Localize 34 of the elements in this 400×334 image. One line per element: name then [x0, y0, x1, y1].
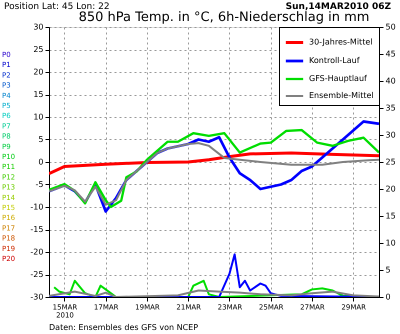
- y2-tick-label: 15: [386, 212, 396, 220]
- chart-title: 850 hPa Temp. in °C, 6h-Niederschlag in mm: [78, 10, 370, 25]
- legend-label: GFS-Hauptlauf: [309, 74, 368, 83]
- text: Daten: Ensembles des GFS von NCEP: [49, 323, 198, 332]
- y2-tick-label: 5: [386, 266, 391, 274]
- y-tick-label: -20: [30, 248, 44, 256]
- y-tick-label: 20: [33, 68, 44, 76]
- legend-label: Kontroll-Lauf: [309, 56, 360, 65]
- legend-label: Ensemble-Mittel: [309, 91, 374, 100]
- y-tick-label: -30: [30, 292, 44, 302]
- y2-tick-label: 35: [386, 104, 396, 112]
- y-tick-label: -25: [30, 270, 44, 279]
- y2-tick-label: 50: [386, 22, 396, 32]
- y2-tick-label: 10: [386, 238, 396, 248]
- y-tick-label: 10: [33, 112, 44, 122]
- y2-tick-label: 25: [386, 158, 396, 166]
- y-tick-label: 25: [33, 45, 44, 54]
- y2-tick-label: 20: [386, 184, 396, 194]
- legend-label: 30-Jahres-Mittel: [309, 38, 372, 46]
- chart-subtitle: Position Lat: 45 Lon: 22: [4, 2, 110, 12]
- y2-tick-label: 0: [386, 292, 391, 302]
- text: Sun,14MAR2010 06Z: [286, 2, 392, 12]
- y-tick-label: -5: [36, 180, 44, 189]
- y-tick-label: 15: [33, 90, 44, 99]
- y-tick-label: 5: [38, 135, 44, 144]
- y-tick-label: -15: [30, 225, 44, 234]
- line-series: [49, 152, 379, 176]
- y-tick-label: -10: [30, 202, 44, 212]
- y-tick-label: 0: [38, 158, 44, 166]
- y2-tick-label: 45: [386, 50, 396, 58]
- line-series: [49, 142, 379, 206]
- y2-tick-label: 30: [386, 130, 396, 140]
- y-tick-label: 30: [33, 22, 44, 32]
- y2-tick-label: 40: [386, 76, 396, 86]
